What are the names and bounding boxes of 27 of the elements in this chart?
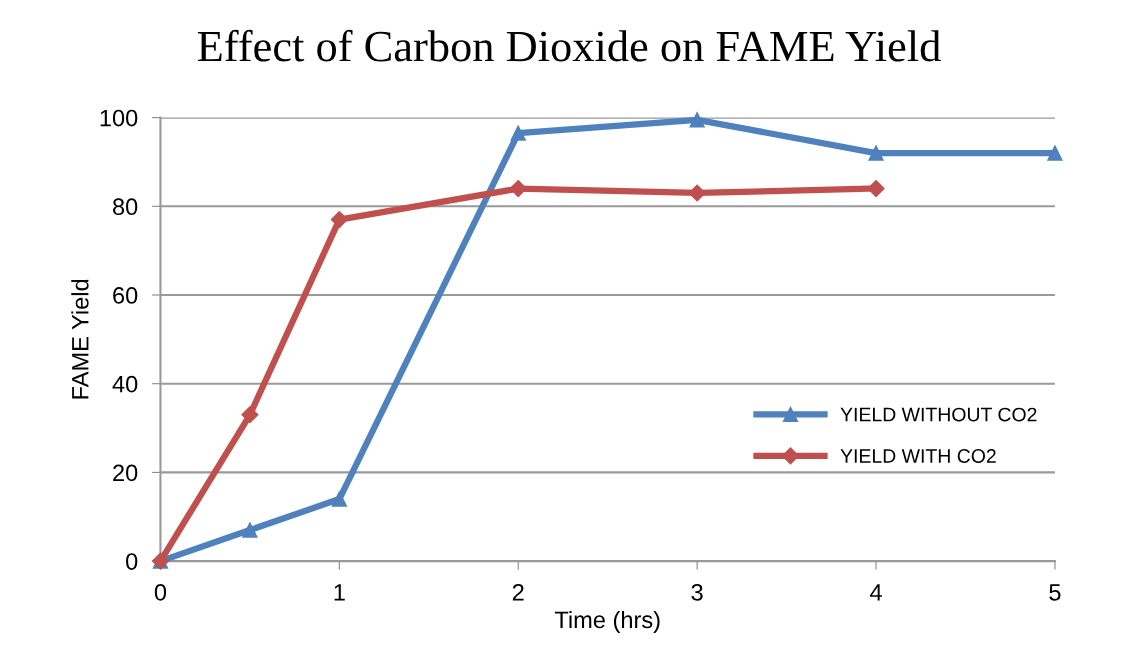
point — [510, 125, 526, 141]
point — [331, 491, 347, 507]
y-tick-label: 20 — [113, 464, 138, 482]
y-tick-label: 100 — [100, 109, 138, 127]
point — [509, 180, 527, 198]
legend-label: YIELD WITH CO2 — [840, 449, 996, 463]
point — [241, 406, 259, 424]
x-tick-label: 5 — [1049, 584, 1061, 601]
y-tick-label: 0 — [126, 553, 138, 570]
chart-title: Effect of Carbon Dioxide on FAME Yield — [197, 29, 941, 62]
x-tick-label: 0 — [154, 583, 167, 601]
x-tick-label: 2 — [512, 583, 524, 601]
y-tick-label: 60 — [113, 287, 138, 304]
point — [330, 211, 348, 229]
y-tick-label: 80 — [113, 198, 138, 216]
y-tick-label: 40 — [112, 375, 138, 393]
point — [1047, 145, 1063, 161]
x-tick-label: 4 — [870, 584, 882, 601]
x-tick-label: 3 — [691, 583, 703, 601]
point — [689, 112, 705, 128]
y-axis-title: FAME Yield — [71, 279, 89, 399]
x-axis-title: Time (hrs) — [554, 610, 660, 633]
point — [242, 522, 258, 538]
point — [868, 145, 884, 161]
legend-label: YIELD WITHOUT CO2 — [840, 407, 1037, 422]
point — [688, 184, 706, 202]
x-tick-label: 1 — [334, 584, 345, 601]
